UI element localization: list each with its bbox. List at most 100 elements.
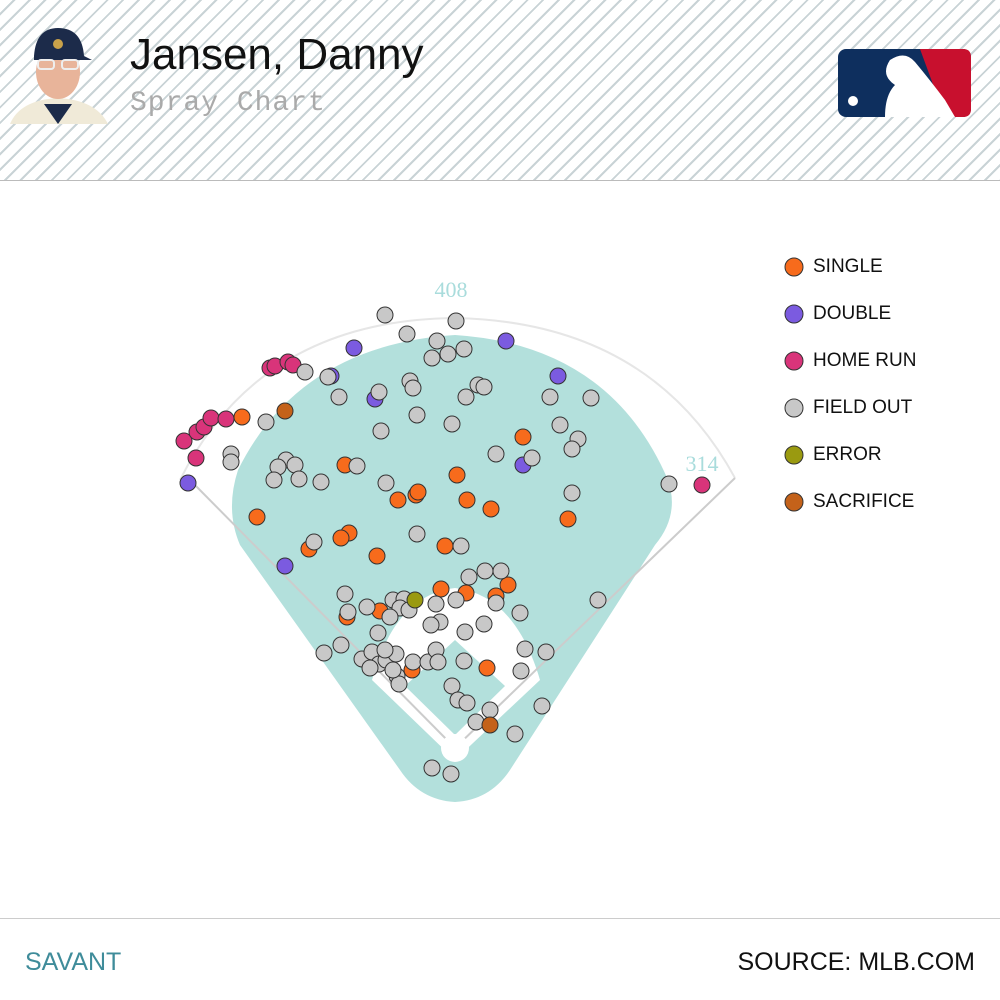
batted-ball [423, 349, 441, 367]
batted-ball [257, 413, 275, 431]
batted-ball [511, 604, 529, 622]
avatar [10, 28, 108, 124]
batted-ball [436, 537, 454, 555]
batted-ball [222, 453, 240, 471]
batted-ball [339, 603, 357, 621]
batted-ball [439, 345, 457, 363]
legend-label: ERROR [813, 444, 882, 465]
batted-ball [217, 410, 235, 428]
batted-ball [348, 457, 366, 475]
batted-ball [404, 379, 422, 397]
legend-swatch [784, 492, 804, 512]
batted-ball [265, 471, 283, 489]
legend-swatch [784, 257, 804, 277]
batted-ball [389, 491, 407, 509]
batted-ball [202, 409, 220, 427]
batted-ball [497, 332, 515, 350]
batted-ball [506, 725, 524, 743]
batted-ball [406, 591, 424, 609]
batted-ball [487, 445, 505, 463]
batted-ball [429, 653, 447, 671]
legend-label: SINGLE [813, 256, 883, 277]
batted-ball [276, 402, 294, 420]
subtitle: Spray Chart [130, 88, 326, 119]
batted-ball [476, 562, 494, 580]
legend-label: SACRIFICE [813, 491, 914, 512]
field [179, 316, 736, 802]
mlb-logo [838, 49, 971, 117]
batted-ball [448, 466, 466, 484]
legend-swatch [784, 398, 804, 418]
batted-ball [432, 580, 450, 598]
batted-ball [523, 449, 541, 467]
batted-ball [499, 576, 517, 594]
batted-ball [376, 641, 394, 659]
batted-ball [248, 508, 266, 526]
footer-divider [0, 918, 1000, 919]
batted-ball [447, 312, 465, 330]
batted-ball [187, 449, 205, 467]
batted-ball [460, 568, 478, 586]
fence-distance: 408 [435, 277, 468, 302]
title: Jansen, Danny [130, 30, 424, 79]
batted-ball [175, 432, 193, 450]
batted-ball [457, 388, 475, 406]
footer-brand: SAVANT [25, 948, 122, 976]
batted-ball [455, 652, 473, 670]
batted-ball [381, 608, 399, 626]
batted-ball [512, 662, 530, 680]
batted-ball [370, 383, 388, 401]
batted-ball [428, 332, 446, 350]
batted-ball [358, 598, 376, 616]
batted-ball [563, 484, 581, 502]
batted-ball [409, 483, 427, 501]
batted-ball [559, 510, 577, 528]
legend-swatch [784, 351, 804, 371]
batted-ball [452, 537, 470, 555]
batted-ball [315, 644, 333, 662]
batted-ball [384, 661, 402, 679]
fence-distance: 314 [686, 451, 719, 476]
batted-ball [475, 615, 493, 633]
batted-ball [305, 533, 323, 551]
batted-ball [332, 636, 350, 654]
header [0, 0, 1000, 181]
batted-ball [533, 697, 551, 715]
batted-ball [551, 416, 569, 434]
batted-ball [312, 473, 330, 491]
batted-ball [487, 594, 505, 612]
legend-label: HOME RUN [813, 350, 916, 371]
batted-ball [549, 367, 567, 385]
batted-ball [541, 388, 559, 406]
batted-ball [408, 525, 426, 543]
legend-label: FIELD OUT [813, 397, 913, 418]
batted-ball [276, 557, 294, 575]
batted-ball [660, 475, 678, 493]
batted-ball [179, 474, 197, 492]
batted-ball [537, 643, 555, 661]
batted-ball [693, 476, 711, 494]
batted-ball [423, 759, 441, 777]
batted-ball [563, 440, 581, 458]
footer-source: SOURCE: MLB.COM [737, 948, 975, 976]
batted-ball [455, 340, 473, 358]
batted-ball [458, 491, 476, 509]
batted-ball [368, 547, 386, 565]
batted-ball [422, 616, 440, 634]
batted-ball [492, 562, 510, 580]
batted-ball [408, 406, 426, 424]
batted-ball [377, 474, 395, 492]
batted-ball [478, 659, 496, 677]
batted-ball [467, 713, 485, 731]
batted-ball [286, 456, 304, 474]
batted-ball [582, 389, 600, 407]
batted-ball [233, 408, 251, 426]
batted-ball [332, 529, 350, 547]
batted-ball [481, 701, 499, 719]
legend-swatch [784, 304, 804, 324]
batted-ball [361, 659, 379, 677]
batted-ball [589, 591, 607, 609]
batted-ball [481, 716, 499, 734]
batted-ball [376, 306, 394, 324]
